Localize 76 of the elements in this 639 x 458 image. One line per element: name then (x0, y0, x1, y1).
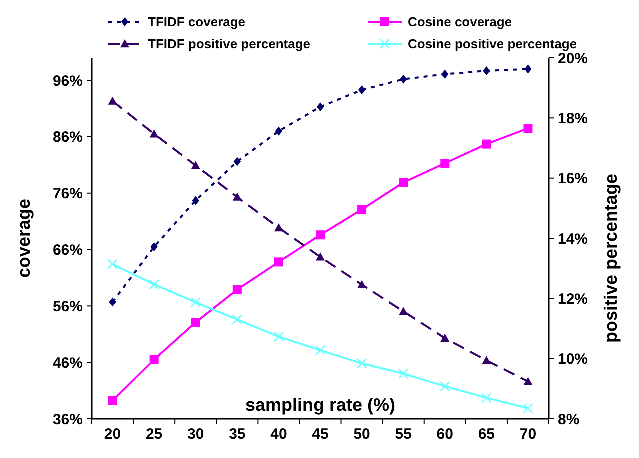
point (398, 368, 409, 380)
y-tick-label: 46% (52, 354, 83, 372)
point (109, 298, 116, 307)
x-tick-label: 30 (188, 426, 204, 443)
point (482, 356, 492, 364)
point (440, 381, 450, 392)
x-tick-label: 55 (395, 426, 412, 443)
y-axis-title: coverage (14, 198, 34, 278)
point (356, 358, 368, 369)
point (358, 280, 367, 288)
point (316, 252, 325, 261)
x-tick-label: 65 (478, 426, 496, 443)
point (190, 297, 202, 308)
point (400, 74, 408, 84)
point (232, 285, 242, 294)
y-tick-label: 76% (52, 186, 83, 203)
point (274, 332, 284, 342)
point (523, 403, 534, 414)
point (442, 70, 449, 79)
legend-label: Cosine positive percentage (408, 36, 578, 52)
legend-label: Cosine coverage (408, 14, 512, 30)
point (108, 96, 118, 105)
point (274, 258, 284, 267)
y2-tick-label: 18% (558, 110, 588, 128)
point (150, 242, 158, 252)
point (482, 392, 492, 404)
y-tick-label: 96% (52, 72, 83, 90)
legend-label: TFIDF positive percentage (148, 36, 311, 52)
point (316, 102, 324, 112)
x-axis-title: sampling rate (%) (245, 395, 396, 415)
x-tick-label: 25 (146, 426, 163, 443)
y-tick-label: 36% (52, 411, 83, 428)
point (315, 345, 326, 356)
x-tick-label: 45 (312, 426, 329, 443)
x-tick-label: 20 (104, 426, 122, 443)
point (316, 230, 325, 240)
point (483, 66, 490, 76)
legend-label: TFIDF coverage (148, 14, 246, 30)
point (232, 192, 242, 201)
point (524, 64, 532, 74)
y2-tick-label: 14% (558, 230, 588, 248)
point (358, 86, 366, 95)
y-tick-label: 66% (52, 242, 83, 260)
x-tick-label: 40 (270, 426, 288, 443)
y-tick-label: 56% (52, 298, 83, 316)
point (399, 307, 408, 316)
point (149, 279, 160, 290)
point (192, 196, 200, 206)
y2-tick-label: 10% (558, 351, 588, 368)
point (191, 161, 200, 170)
y2-tick-label: 8% (558, 411, 580, 428)
y-tick-label: 86% (52, 129, 83, 146)
point (440, 158, 450, 168)
point (275, 126, 283, 136)
point (191, 318, 200, 328)
x-tick-label: 50 (354, 426, 370, 443)
point (524, 377, 533, 386)
y2-tick-label: 20% (558, 50, 588, 68)
x-tick-label: 35 (229, 426, 246, 443)
point (440, 334, 450, 342)
point (274, 223, 284, 232)
point (108, 259, 118, 270)
point (482, 140, 492, 149)
point (524, 124, 533, 134)
point (358, 205, 367, 214)
y2-axis-title: positive percentage (601, 174, 621, 344)
point (150, 355, 159, 364)
y2-tick-label: 12% (558, 290, 588, 308)
point (399, 178, 408, 188)
point (234, 157, 242, 166)
point (108, 396, 118, 406)
x-tick-label: 70 (520, 426, 537, 443)
x-tick-label: 60 (436, 426, 454, 443)
y2-tick-label: 16% (558, 170, 588, 188)
point (232, 314, 243, 325)
point (150, 130, 159, 138)
